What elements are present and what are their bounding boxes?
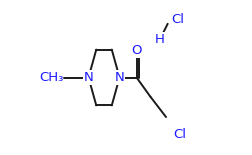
- Text: N: N: [114, 71, 124, 84]
- Text: N: N: [83, 71, 93, 84]
- Text: Cl: Cl: [172, 128, 185, 141]
- Text: H: H: [154, 33, 164, 46]
- Text: Cl: Cl: [171, 13, 184, 26]
- Text: CH₃: CH₃: [39, 71, 64, 84]
- Text: O: O: [131, 44, 141, 57]
